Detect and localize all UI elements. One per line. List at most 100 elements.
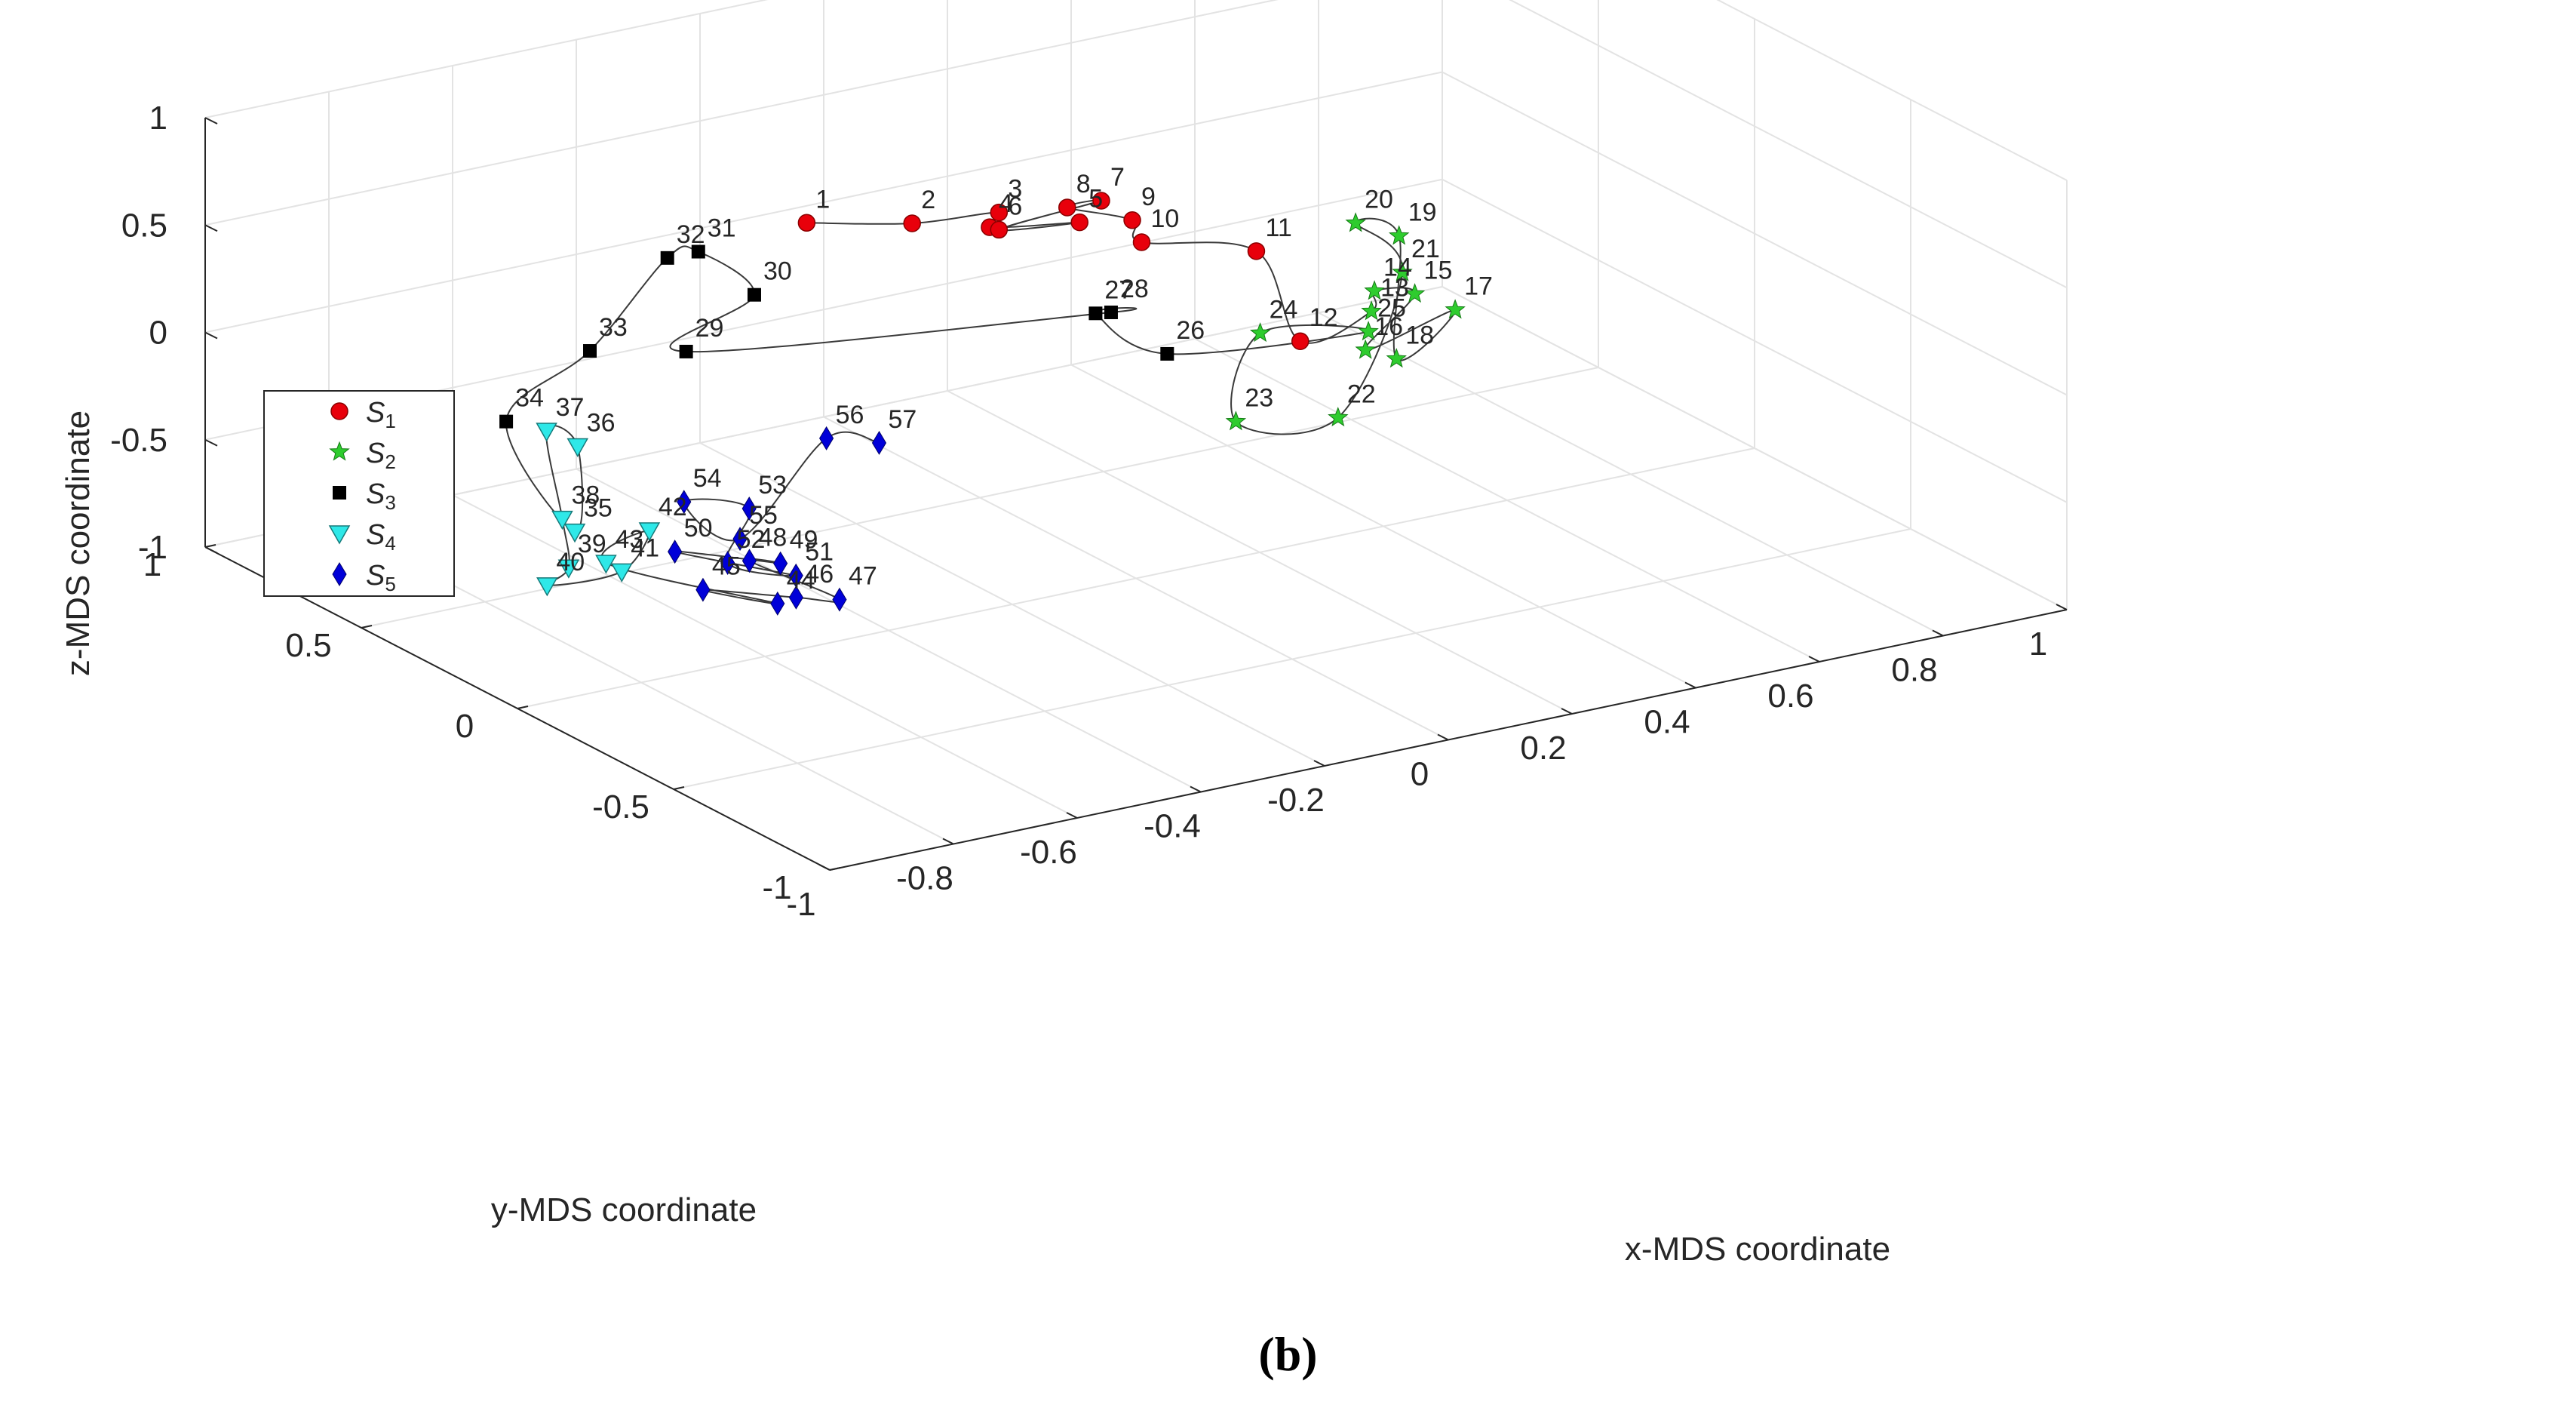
- point-marker-30: [747, 287, 761, 302]
- point-label-12: 12: [1309, 303, 1338, 332]
- point-label-31: 31: [708, 214, 736, 243]
- point-marker-23: [1225, 410, 1247, 431]
- point-label-10: 10: [1150, 204, 1179, 233]
- x-tick-mark: [1190, 785, 1202, 793]
- point-marker-25: [1358, 321, 1379, 341]
- z-tick-label: -0.5: [110, 422, 167, 459]
- point-label-1: 1: [815, 185, 830, 214]
- x-tick-mark: [1808, 656, 1820, 662]
- point-marker-11: [1247, 242, 1266, 260]
- point-label-30: 30: [763, 257, 792, 286]
- y-tick-label: -1: [762, 869, 791, 906]
- axes-grid: [204, 0, 2068, 871]
- x-tick-label: -0.8: [896, 860, 953, 897]
- x-tick-label: -0.2: [1267, 782, 1325, 819]
- point-marker-14: [1364, 280, 1385, 300]
- grid-line: [517, 447, 1755, 709]
- z-tick-label: 0: [149, 315, 167, 352]
- point-label-27: 27: [1104, 275, 1133, 304]
- point-label-22: 22: [1347, 380, 1376, 408]
- point-label-45: 45: [712, 552, 741, 581]
- point-label-48: 48: [758, 523, 787, 552]
- axes-lines: [204, 117, 2068, 871]
- point-label-36: 36: [587, 408, 616, 437]
- point-marker-55: [732, 527, 748, 552]
- x-tick-label: 1: [2029, 626, 2047, 662]
- point-marker-27: [1088, 306, 1103, 321]
- point-marker-8: [1058, 198, 1076, 217]
- point-label-38: 38: [571, 481, 600, 510]
- y-tick-label: 1: [143, 546, 161, 583]
- point-label-55: 55: [749, 501, 778, 530]
- point-label-40: 40: [556, 548, 585, 576]
- x-tick-label: 0.4: [1644, 704, 1690, 741]
- point-label-15: 15: [1424, 257, 1453, 285]
- grid-line: [1716, 0, 2068, 181]
- point-marker-47: [832, 587, 847, 612]
- point-marker-7: [1092, 192, 1110, 210]
- point-marker-15: [1404, 283, 1426, 303]
- z-tick-label: -1: [138, 529, 167, 566]
- point-marker-38: [551, 510, 573, 530]
- point-label-14: 14: [1383, 254, 1412, 282]
- grid-line: [204, 71, 1443, 334]
- grid-line: [1509, 0, 2068, 289]
- point-marker-6: [990, 220, 1009, 239]
- y-tick-mark: [204, 544, 216, 548]
- point-marker-32: [660, 251, 674, 265]
- x-axis-label: x-MDS coordinate: [1625, 1231, 1890, 1268]
- point-marker-29: [679, 344, 693, 358]
- point-marker-51: [788, 563, 803, 588]
- point-label-18: 18: [1405, 321, 1434, 350]
- point-label-8: 8: [1076, 170, 1091, 198]
- tick-labels: -1-0.8-0.6-0.4-0.200.20.40.60.81-1-0.500…: [110, 100, 2047, 923]
- point-marker-56: [819, 426, 834, 450]
- point-label-53: 53: [758, 471, 787, 500]
- point-label-25: 25: [1377, 294, 1406, 323]
- point-marker-42: [638, 522, 661, 542]
- point-label-37: 37: [556, 393, 585, 422]
- point-marker-48: [741, 549, 757, 573]
- point-label-28: 28: [1120, 275, 1149, 303]
- grid-line: [1442, 178, 2068, 503]
- x-tick-mark: [2056, 604, 2068, 610]
- point-label-54: 54: [693, 464, 722, 493]
- point-label-2: 2: [921, 186, 935, 214]
- y-tick-mark: [829, 867, 841, 871]
- point-marker-44: [770, 591, 785, 616]
- z-tick-mark: [204, 438, 218, 447]
- point-label-23: 23: [1245, 384, 1273, 413]
- x-tick-mark: [1561, 708, 1573, 715]
- point-marker-2: [903, 214, 921, 232]
- point-label-3: 3: [1008, 175, 1022, 204]
- point-marker-20: [1345, 212, 1366, 232]
- point-marker-24: [1249, 322, 1271, 343]
- x-tick-mark: [942, 838, 954, 845]
- x-tick-label: 0.2: [1520, 730, 1566, 767]
- point-marker-40: [536, 577, 558, 597]
- point-marker-22: [1328, 407, 1349, 427]
- point-marker-16: [1355, 339, 1376, 359]
- point-marker-17: [1445, 299, 1466, 319]
- point-marker-49: [773, 551, 788, 576]
- figure-caption: (b): [1258, 1327, 1318, 1381]
- data-markers: [499, 192, 1466, 616]
- point-label-47: 47: [849, 562, 877, 591]
- point-marker-33: [583, 344, 597, 358]
- legend-marker: [328, 525, 351, 545]
- x-tick-mark: [818, 864, 831, 871]
- point-marker-41: [610, 563, 633, 583]
- point-marker-57: [871, 430, 887, 455]
- point-label-19: 19: [1408, 198, 1437, 227]
- point-marker-31: [691, 244, 705, 259]
- point-marker-35: [563, 523, 586, 543]
- grid-line: [204, 0, 1279, 226]
- point-label-43: 43: [615, 525, 643, 554]
- x-tick-label: 0: [1411, 756, 1429, 793]
- grid-line: [1442, 286, 2068, 610]
- point-label-5: 5: [1088, 185, 1103, 214]
- x-tick-mark: [1684, 681, 1696, 689]
- point-label-24: 24: [1270, 295, 1298, 324]
